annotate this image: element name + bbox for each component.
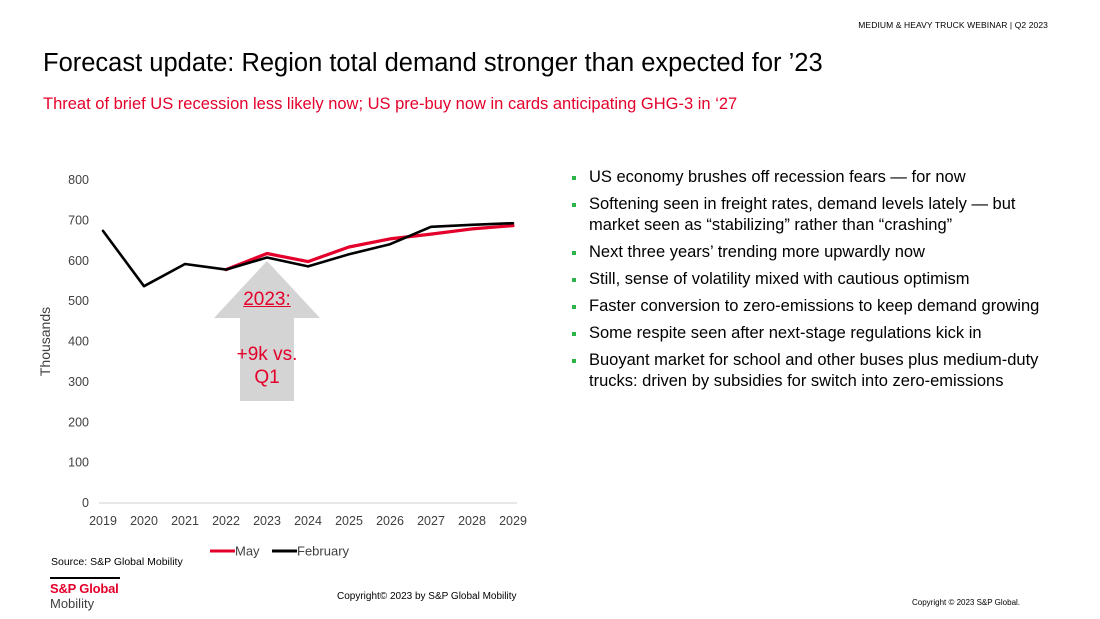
- x-tick-label: 2019: [89, 514, 117, 528]
- callout-change: +9k vs. Q1: [214, 343, 320, 389]
- bullet-item: Buoyant market for school and other buse…: [572, 350, 1062, 392]
- page-subtitle: Threat of brief US recession less likely…: [43, 95, 738, 113]
- bullet-dot: [572, 359, 576, 363]
- source-note: Source: S&P Global Mobility: [51, 556, 183, 568]
- bullet-text: Next three years’ trending more upwardly…: [589, 243, 925, 261]
- bullet-item: Softening seen in freight rates, demand …: [572, 194, 1062, 236]
- callout-change-basis: Q1: [254, 367, 280, 388]
- bullet-item: Still, sense of volatility mixed with ca…: [572, 269, 1062, 290]
- bullet-dot: [572, 305, 576, 309]
- bullet-text: Buoyant market for school and other buse…: [589, 351, 1039, 390]
- x-tick-label: 2028: [458, 514, 486, 528]
- brand-bar: [50, 577, 120, 579]
- series-line-february: [101, 221, 515, 288]
- legend-label-may: May: [235, 544, 260, 559]
- bullet-dot: [572, 203, 576, 207]
- x-tick-label: 2023: [253, 514, 281, 528]
- legend-label-february: February: [297, 544, 350, 559]
- bullet-text: Faster conversion to zero-emissions to k…: [589, 297, 1040, 315]
- bullet-item: US economy brushes off recession fears —…: [572, 167, 1062, 188]
- bullet-dot: [572, 176, 576, 180]
- brand-logo: S&P Global Mobility: [50, 577, 120, 611]
- y-tick-label: 0: [82, 496, 89, 510]
- bullet-text: Softening seen in freight rates, demand …: [589, 195, 1016, 234]
- y-tick-label: 100: [68, 456, 89, 470]
- y-tick-label: 400: [68, 335, 89, 349]
- y-tick-label: 200: [68, 415, 89, 429]
- series-layer: [101, 221, 515, 288]
- bullet-text: Still, sense of volatility mixed with ca…: [589, 270, 970, 288]
- y-tick-label: 300: [68, 375, 89, 389]
- x-tick-label: 2029: [499, 514, 527, 528]
- x-axis-ticks: 2019 2020 2021 2022 2023 2024 2025 2026 2027 2028…: [89, 514, 527, 528]
- x-tick-label: 2022: [212, 514, 240, 528]
- bullet-dot: [572, 278, 576, 282]
- y-axis-ticks: 0 100 200 300 400 500 600 700 800: [68, 173, 89, 510]
- x-tick-label: 2020: [130, 514, 158, 528]
- bullet-item: Next three years’ trending more upwardly…: [572, 242, 1062, 263]
- x-tick-label: 2021: [171, 514, 199, 528]
- y-tick-label: 700: [68, 213, 89, 227]
- bullet-list: US economy brushes off recession fears —…: [572, 167, 1062, 398]
- y-tick-label: 800: [68, 173, 89, 187]
- x-tick-label: 2025: [335, 514, 363, 528]
- copyright-center: Copyright© 2023 by S&P Global Mobility: [337, 591, 517, 602]
- brand-division: Mobility: [50, 596, 95, 611]
- bullet-text: US economy brushes off recession fears —…: [589, 168, 966, 186]
- series-line-may: [224, 223, 515, 272]
- bullet-item: Faster conversion to zero-emissions to k…: [572, 296, 1062, 317]
- forecast-change-callout: 2023: +9k vs. Q1: [214, 261, 320, 401]
- x-tick-label: 2024: [294, 514, 322, 528]
- callout-year: 2023:: [243, 289, 291, 310]
- copyright-right: Copyright © 2023 S&P Global.: [912, 598, 1021, 607]
- callout-change-value: +9k vs.: [236, 344, 298, 365]
- bullet-item: Some respite seen after next-stage regul…: [572, 323, 1062, 344]
- bullet-dot: [572, 251, 576, 255]
- x-tick-label: 2027: [417, 514, 445, 528]
- x-tick-label: 2026: [376, 514, 404, 528]
- bullet-text: Some respite seen after next-stage regul…: [589, 324, 982, 342]
- demand-line-chart: 0 100 200 300 400 500 600 700 800 2019 2020 2021 20…: [30, 160, 530, 570]
- brand-name: S&P Global: [50, 581, 119, 596]
- page-title: Forecast update: Region total demand str…: [43, 49, 823, 77]
- y-tick-label: 500: [68, 294, 89, 308]
- up-arrow-icon: [214, 261, 320, 401]
- y-axis-label: Thousands: [37, 307, 53, 376]
- chart-legend: May February: [210, 544, 350, 559]
- y-tick-label: 600: [68, 254, 89, 268]
- bullet-dot: [572, 332, 576, 336]
- webinar-header-tag: MEDIUM & HEAVY TRUCK WEBINAR | Q2 2023: [858, 20, 1048, 30]
